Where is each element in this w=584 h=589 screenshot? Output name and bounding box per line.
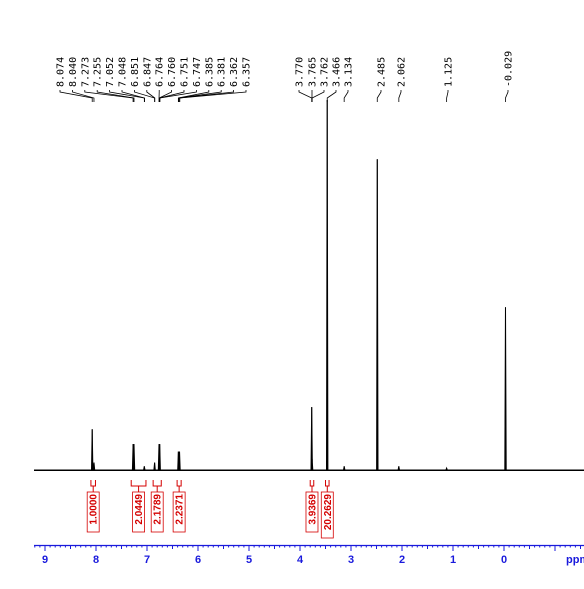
tick-label-0: 0 bbox=[501, 554, 507, 566]
leader-line-11 bbox=[159, 90, 197, 102]
peak-label-21: 2.485 bbox=[377, 57, 388, 87]
peak-label-8: 6.764 bbox=[155, 57, 166, 87]
peak-label-19: 3.466 bbox=[332, 57, 343, 87]
peak-label-9: 6.760 bbox=[167, 57, 178, 87]
tick-label-8: 8 bbox=[93, 554, 99, 566]
peak-label-0: 8.074 bbox=[56, 57, 67, 87]
peak-label-16: 3.770 bbox=[295, 57, 306, 87]
leader-line-24 bbox=[505, 90, 509, 102]
peak-label-18: 3.762 bbox=[320, 57, 331, 87]
integral-value-3: 2.2371 bbox=[175, 494, 186, 525]
leader-line-7 bbox=[146, 90, 156, 102]
peak-label-3: 7.255 bbox=[93, 57, 104, 87]
leader-line-23 bbox=[446, 90, 449, 102]
tick-label-5: 5 bbox=[246, 554, 252, 566]
leader-line-18 bbox=[311, 90, 325, 102]
peak-label-24: -0.029 bbox=[504, 51, 515, 87]
leader-line-22 bbox=[398, 90, 402, 102]
tick-label-2: 2 bbox=[399, 554, 405, 566]
integral-2: 2.1789 bbox=[150, 480, 164, 533]
peak-label-15: 6.357 bbox=[242, 57, 253, 87]
peak-label-17: 3.765 bbox=[308, 57, 319, 87]
peak-label-14: 6.362 bbox=[229, 57, 240, 87]
integral-bracket-5 bbox=[325, 480, 330, 487]
peak-label-7: 6.847 bbox=[142, 57, 153, 87]
leader-line-2 bbox=[84, 90, 134, 102]
integral-value-1: 2.0449 bbox=[134, 494, 145, 525]
integral-value-5: 20.2629 bbox=[323, 494, 334, 531]
integral-bracket-0 bbox=[90, 480, 96, 487]
peak-labels: 8.074 8.040 7.273 7.255 7.052 7.048 6.851 6.847… bbox=[56, 51, 515, 87]
tick-label-4: 4 bbox=[297, 554, 304, 566]
integral-1: 2.0449 bbox=[130, 480, 147, 533]
leader-line-13 bbox=[178, 90, 222, 102]
leader-line-3 bbox=[96, 90, 135, 102]
leader-line-5 bbox=[121, 90, 145, 102]
tick-label-9: 9 bbox=[42, 554, 48, 566]
leader-lines bbox=[59, 90, 509, 102]
tick-label-1: 1 bbox=[450, 554, 456, 566]
peak-label-5: 7.048 bbox=[118, 57, 129, 87]
integral-value-0: 1.0000 bbox=[89, 494, 100, 525]
peak-label-1: 8.040 bbox=[68, 57, 79, 87]
peak-label-2: 7.273 bbox=[80, 57, 91, 87]
peaks bbox=[91, 100, 506, 470]
leader-line-0 bbox=[59, 90, 93, 102]
integral-bracket-3 bbox=[176, 480, 182, 487]
peak-label-11: 6.747 bbox=[192, 57, 203, 87]
spectrum-trace bbox=[34, 99, 584, 471]
leader-line-1 bbox=[72, 90, 95, 102]
tick-label-3: 3 bbox=[348, 554, 354, 566]
integral-bracket-2 bbox=[152, 480, 162, 487]
peak-label-4: 7.052 bbox=[105, 57, 116, 87]
integral-box-0 bbox=[86, 491, 100, 533]
leader-line-15 bbox=[179, 90, 247, 102]
peak-label-10: 6.751 bbox=[180, 57, 191, 87]
integral-box-3 bbox=[172, 491, 186, 533]
leader-line-21 bbox=[376, 90, 382, 102]
leader-line-16 bbox=[298, 90, 313, 102]
leader-line-20 bbox=[343, 90, 349, 102]
integral-bracket-4 bbox=[309, 480, 315, 487]
peak-label-12: 6.385 bbox=[204, 57, 215, 87]
peak-label-13: 6.381 bbox=[217, 57, 228, 87]
peak-label-22: 2.062 bbox=[397, 57, 408, 87]
integral-box-2 bbox=[150, 491, 164, 533]
peak-label-6: 6.851 bbox=[130, 57, 141, 87]
integral-0: 1.0000 bbox=[86, 480, 100, 533]
tick-label-7: 7 bbox=[144, 554, 150, 566]
leader-line-19 bbox=[326, 90, 337, 102]
integral-box-4 bbox=[305, 491, 319, 533]
integrals: 1.0000 2.0449 2.1789 2.2371 3.9369 20.2629 bbox=[86, 480, 334, 539]
x-axis-label: ppm bbox=[566, 554, 584, 566]
x-axis: 9 8 7 6 5 4 3 2 1 0 ppm bbox=[34, 544, 584, 566]
integral-bracket-1 bbox=[130, 480, 147, 487]
leader-line-9 bbox=[158, 90, 172, 102]
tick-label-6: 6 bbox=[195, 554, 201, 566]
x-axis-ticks: 9 8 7 6 5 4 3 2 1 0 bbox=[34, 545, 581, 566]
integral-4: 3.9369 bbox=[305, 480, 319, 533]
integral-value-2: 2.1789 bbox=[153, 494, 164, 525]
peak-label-23: 1.125 bbox=[444, 57, 455, 87]
integral-value-4: 3.9369 bbox=[307, 494, 318, 525]
integral-5: 20.2629 bbox=[320, 480, 334, 539]
integral-3: 2.2371 bbox=[172, 480, 186, 533]
peak-label-20: 3.134 bbox=[344, 57, 355, 87]
integral-box-1 bbox=[132, 491, 145, 533]
integral-box-5 bbox=[320, 491, 334, 539]
